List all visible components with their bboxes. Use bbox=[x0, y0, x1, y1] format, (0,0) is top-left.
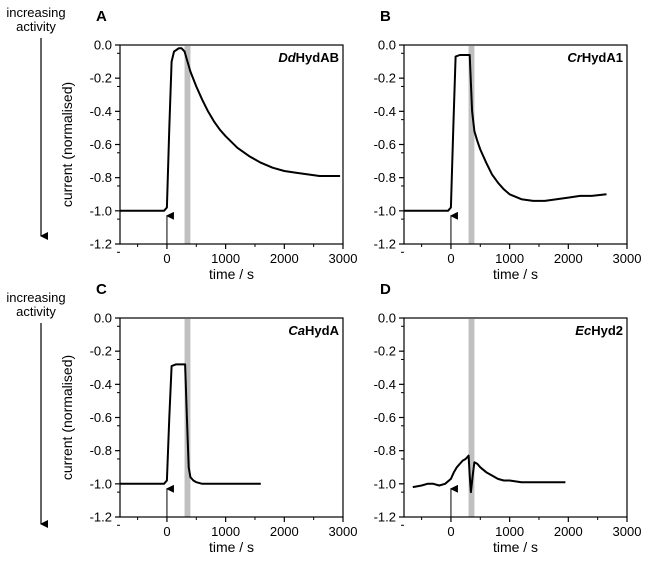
y-tick-label: -0.8 bbox=[90, 443, 112, 458]
y-tick-label: -0.6 bbox=[90, 410, 112, 425]
plot-frame bbox=[403, 44, 628, 245]
x-tick-label: 0 bbox=[163, 251, 170, 266]
y-tick-label: 0.0 bbox=[94, 311, 112, 326]
panel-c: 0.0 -0.2 -0.4 -0.6 -0.8 -1.0 -1.2 0 1000 2000 3000… bbox=[59, 281, 357, 555]
x-tick-label: 1000 bbox=[211, 251, 240, 266]
enzyme-name-suffix: HydAB bbox=[296, 50, 339, 65]
enzyme-name: EcHyd2 bbox=[575, 323, 623, 338]
y-tick-label: -0.2 bbox=[90, 71, 112, 86]
x-axis-label: time / s bbox=[493, 266, 538, 282]
y-tick-label: -1.0 bbox=[90, 476, 112, 491]
x-axis-label: time / s bbox=[209, 539, 254, 555]
y-tick-label: 0.0 bbox=[378, 38, 396, 53]
side-label-line2: activity bbox=[16, 304, 56, 319]
data-line bbox=[404, 54, 607, 212]
x-tick-label: 3000 bbox=[329, 251, 358, 266]
x-tick-label: 2000 bbox=[270, 524, 299, 539]
x-tick-label: 3000 bbox=[329, 524, 358, 539]
x-tick-label: 0 bbox=[163, 524, 170, 539]
y-tick-label: 0.0 bbox=[378, 311, 396, 326]
x-axis-label: time / s bbox=[209, 266, 254, 282]
x-axis-label: time / s bbox=[493, 539, 538, 555]
panel-letter: C bbox=[96, 281, 107, 298]
data-line bbox=[120, 47, 341, 212]
y-tick-label: -0.2 bbox=[90, 344, 112, 359]
x-tick-label: 2000 bbox=[554, 251, 583, 266]
plot-frame bbox=[119, 44, 344, 245]
x-tick-label: 2000 bbox=[554, 524, 583, 539]
y-tick-label: -1.0 bbox=[90, 203, 112, 218]
y-axis-label: current (normalised) bbox=[59, 82, 75, 207]
data-line bbox=[120, 363, 261, 485]
data-line bbox=[412, 454, 566, 494]
y-tick-label: -1.0 bbox=[374, 203, 396, 218]
plot-frame bbox=[403, 317, 628, 518]
y-tick-label: -0.8 bbox=[374, 443, 396, 458]
x-tick-label: 3000 bbox=[613, 251, 642, 266]
side-annotation-top: increasing activity bbox=[6, 5, 66, 240]
side-label-line2: activity bbox=[16, 19, 56, 34]
side-annotation-bottom: increasing activity bbox=[6, 290, 66, 528]
panel-d: 0.0 -0.2 -0.4 -0.6 -0.8 -1.0 -1.2 0 1000 2000 3000… bbox=[374, 281, 642, 555]
panel-b: 0.0 -0.2 -0.4 -0.6 -0.8 -1.0 -1.2 0 1000 2000 3000… bbox=[374, 8, 642, 282]
enzyme-name-suffix: HydA bbox=[305, 323, 340, 338]
y-tick-label: -0.6 bbox=[374, 137, 396, 152]
enzyme-name-italic: Cr bbox=[567, 50, 582, 65]
y-tick-label: -0.8 bbox=[374, 170, 396, 185]
shaded-band bbox=[468, 319, 475, 517]
y-tick-label: -0.2 bbox=[374, 71, 396, 86]
x-tick-label: 0 bbox=[447, 251, 454, 266]
y-tick-label: -0.6 bbox=[90, 137, 112, 152]
panel-letter: D bbox=[380, 281, 391, 298]
y-tick-label: -1.2 bbox=[374, 510, 396, 525]
x-tick-label: 1000 bbox=[495, 524, 524, 539]
enzyme-name: DdHydAB bbox=[278, 50, 339, 65]
y-tick-label: -1.2 bbox=[90, 237, 112, 252]
x-tick-label: 1000 bbox=[495, 251, 524, 266]
y-tick-label: -0.8 bbox=[90, 170, 112, 185]
y-tick-label: -0.4 bbox=[374, 104, 396, 119]
enzyme-name: CrHydA1 bbox=[567, 50, 623, 65]
y-tick-label: -0.4 bbox=[90, 377, 112, 392]
y-tick-label: -0.4 bbox=[90, 104, 112, 119]
y-tick-label: -1.0 bbox=[374, 476, 396, 491]
y-tick-label: -0.6 bbox=[374, 410, 396, 425]
x-tick-label: 2000 bbox=[270, 251, 299, 266]
panel-letter: A bbox=[96, 8, 107, 25]
y-tick-label: -1.2 bbox=[90, 510, 112, 525]
side-label-line1: increasing bbox=[6, 5, 65, 20]
enzyme-name-suffix: Hyd2 bbox=[591, 323, 623, 338]
enzyme-name-italic: Ec bbox=[575, 323, 592, 338]
y-tick-label: -1.2 bbox=[374, 237, 396, 252]
shaded-band bbox=[184, 46, 191, 244]
x-tick-label: 1000 bbox=[211, 524, 240, 539]
shaded-band bbox=[468, 46, 475, 244]
y-tick-label: -0.2 bbox=[374, 344, 396, 359]
y-axis-label: current (normalised) bbox=[59, 355, 75, 480]
x-tick-label: 0 bbox=[447, 524, 454, 539]
panel-a: 0.0 -0.2 -0.4 -0.6 -0.8 -1.0 -1.2 0 1000 2000 3000… bbox=[59, 8, 357, 282]
x-tick-label: 3000 bbox=[613, 524, 642, 539]
enzyme-name: CaHydA bbox=[288, 323, 339, 338]
enzyme-name-italic: Dd bbox=[278, 50, 296, 65]
enzyme-name-suffix: HydA1 bbox=[582, 50, 623, 65]
plot-frame bbox=[119, 317, 344, 518]
y-tick-label: 0.0 bbox=[94, 38, 112, 53]
y-tick-label: -0.4 bbox=[374, 377, 396, 392]
enzyme-name-italic: Ca bbox=[288, 323, 305, 338]
panel-letter: B bbox=[380, 8, 391, 25]
side-label-line1: increasing bbox=[6, 290, 65, 305]
